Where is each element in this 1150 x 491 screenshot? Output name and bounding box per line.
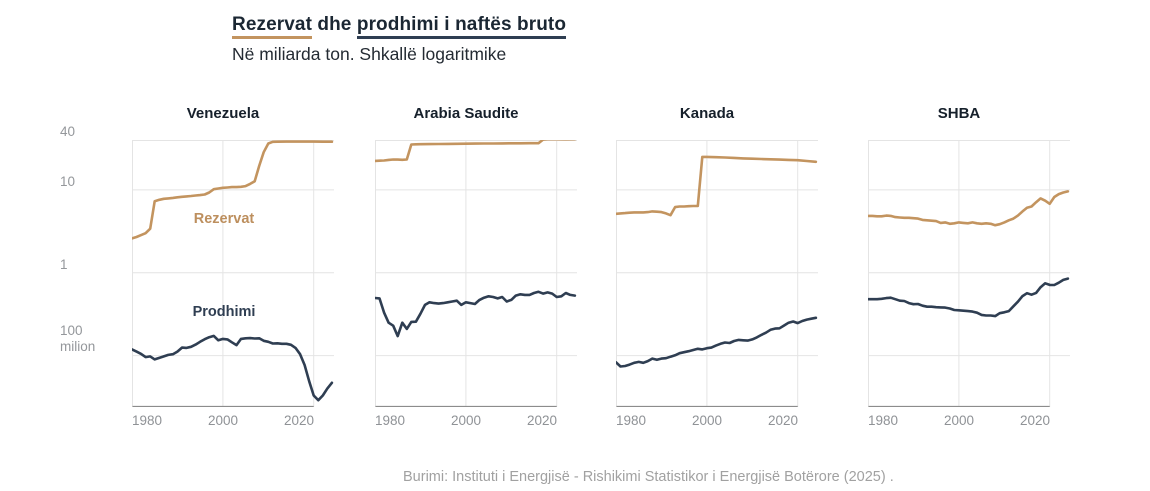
title-middle: dhe	[312, 14, 357, 35]
page-subtitle: Në miliarda ton. Shkallë logaritmike	[232, 44, 507, 64]
y-axis-tick-100-million-line1: 100	[60, 323, 83, 338]
y-axis-tick-100-million: 100 milion	[60, 323, 95, 355]
chart-arabia-saudite: Arabia Saudite 1980 2000 2020	[375, 0, 577, 440]
chart-title: SHBA	[937, 105, 981, 122]
x-axis-tick-2000: 2000	[943, 413, 975, 428]
x-axis-tick-1980: 1980	[868, 413, 899, 428]
chart-kanada: Kanada 1980 2000 2020	[616, 0, 818, 440]
x-axis-tick-2000: 2000	[207, 413, 239, 428]
y-axis-tick-40: 40	[60, 124, 76, 139]
small-multiples-row: Venezuela Rezervat Prodhimi 1980 2000 20…	[132, 0, 1070, 440]
y-axis-tick-10: 10	[60, 174, 76, 189]
x-axis-tick-2000: 2000	[691, 413, 723, 428]
title-production-underlined: prodhimi i naftës bruto	[356, 14, 567, 39]
series-label-reserves: Rezervat	[193, 211, 255, 227]
series-label-production: Prodhimi	[192, 304, 256, 320]
header: Rezervat dhe prodhimi i naftës bruto Në …	[232, 13, 567, 64]
y-axis-tick-1: 1	[60, 257, 68, 272]
x-axis-tick-1980: 1980	[616, 413, 647, 428]
chart-plot	[375, 140, 577, 407]
chart-venezuela: Venezuela Rezervat Prodhimi 1980 2000 20…	[132, 0, 334, 440]
y-axis-tick-100-million-line2: milion	[60, 339, 96, 354]
x-axis-tick-2020: 2020	[283, 413, 314, 428]
chart-title: Kanada	[679, 105, 735, 122]
chart-plot	[132, 140, 334, 407]
chart-title: Venezuela	[186, 105, 260, 122]
chart-shba: SHBA 1980 2000 2020	[868, 0, 1070, 440]
x-axis-tick-2020: 2020	[767, 413, 798, 428]
chart-plot	[868, 140, 1070, 407]
x-axis-tick-2000: 2000	[450, 413, 482, 428]
source-credit: Burimi: Instituti i Energjisë - Rishikim…	[403, 469, 894, 485]
x-axis-tick-2020: 2020	[526, 413, 557, 428]
chart-title: Arabia Saudite	[413, 105, 519, 122]
x-axis-tick-1980: 1980	[132, 413, 163, 428]
page-title: Rezervat dhe prodhimi i naftës bruto	[232, 13, 567, 39]
chart-plot	[616, 140, 818, 407]
x-axis-tick-2020: 2020	[1019, 413, 1050, 428]
x-axis-tick-1980: 1980	[375, 413, 406, 428]
title-reserves-underlined: Rezervat	[232, 14, 313, 39]
